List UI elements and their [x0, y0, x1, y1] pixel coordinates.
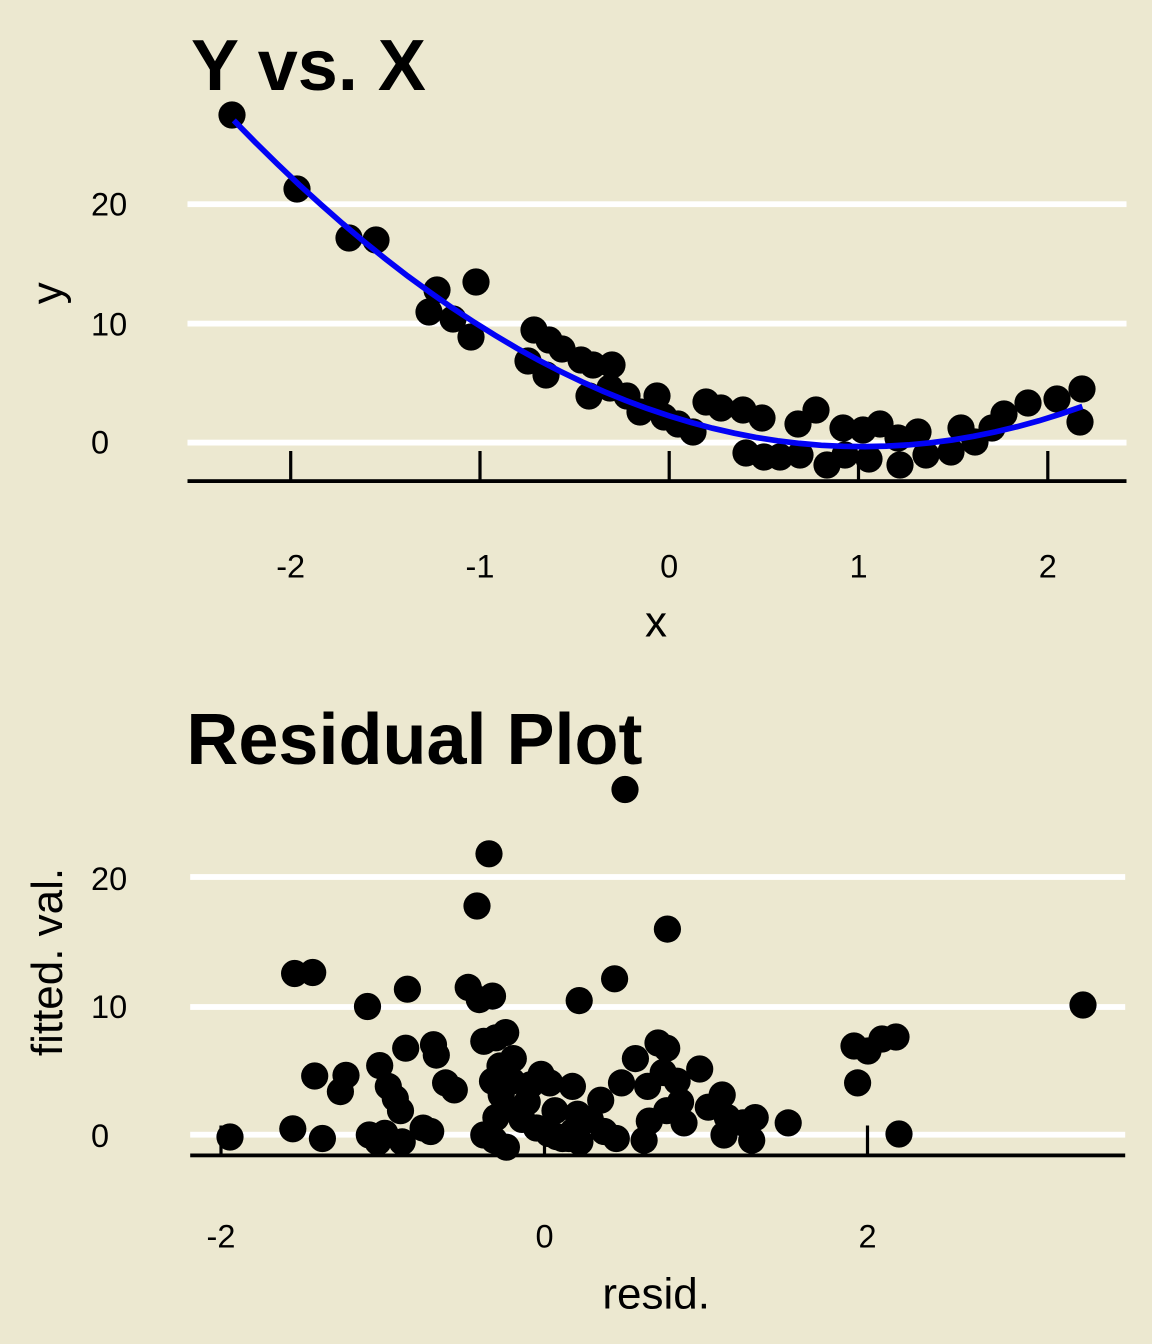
svg-text:10: 10	[91, 989, 127, 1025]
svg-text:-2: -2	[276, 549, 305, 585]
svg-text:fitted. val.: fitted. val.	[23, 868, 72, 1056]
svg-text:2: 2	[858, 1218, 876, 1254]
svg-text:0: 0	[535, 1218, 553, 1254]
svg-text:20: 20	[91, 861, 127, 897]
svg-text:10: 10	[91, 307, 127, 343]
svg-text:0: 0	[91, 424, 109, 460]
svg-text:-1: -1	[466, 549, 495, 585]
svg-text:x: x	[645, 598, 667, 647]
svg-text:2: 2	[1039, 549, 1057, 585]
svg-text:1: 1	[849, 549, 867, 585]
svg-text:Residual Plot: Residual Plot	[186, 700, 642, 780]
svg-text:20: 20	[91, 187, 127, 223]
svg-text:resid.: resid.	[602, 1270, 710, 1319]
svg-text:0: 0	[660, 549, 678, 585]
svg-text:-2: -2	[207, 1218, 236, 1254]
svg-text:Y vs. X: Y vs. X	[191, 26, 426, 106]
svg-text:0: 0	[91, 1118, 109, 1154]
svg-text:y: y	[23, 282, 72, 304]
